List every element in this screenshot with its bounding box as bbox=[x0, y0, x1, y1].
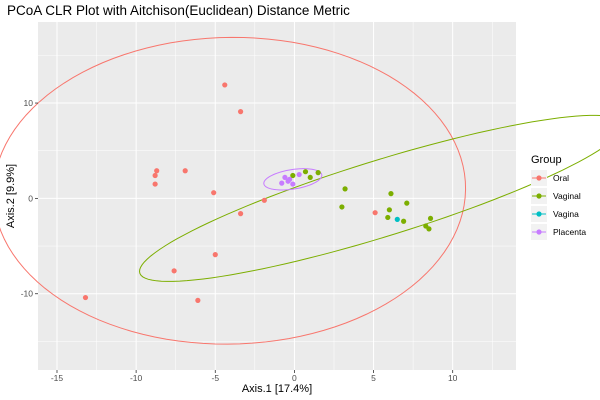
y-axis-title: Axis.2 [9.9%] bbox=[5, 164, 17, 228]
point-oral bbox=[237, 109, 244, 115]
chart-title: PCoA CLR Plot with Aitchison(Euclidean) … bbox=[7, 3, 350, 18]
point-vaginal bbox=[404, 200, 410, 206]
point-vaginal bbox=[307, 174, 313, 181]
point-placenta bbox=[296, 171, 302, 178]
point-vaginal bbox=[386, 207, 392, 213]
point-oral bbox=[152, 172, 158, 179]
legend-label-placenta: Placenta bbox=[553, 227, 586, 237]
point-vaginal bbox=[315, 170, 321, 176]
y-tick-label: 10 bbox=[24, 98, 34, 108]
y-tick-label: -10 bbox=[21, 289, 34, 299]
ellipse-placenta bbox=[263, 168, 323, 191]
major-gridlines bbox=[38, 22, 516, 370]
legend-label-vaginal: Vaginal bbox=[553, 191, 581, 201]
point-oral bbox=[372, 210, 378, 216]
point-oral bbox=[154, 168, 160, 174]
point-oral bbox=[212, 252, 218, 258]
x-tick-label: 5 bbox=[371, 373, 376, 383]
y-tick-label: 0 bbox=[28, 193, 33, 203]
minor-gridlines bbox=[38, 22, 516, 370]
x-tick-label: -5 bbox=[211, 373, 219, 383]
point-vaginal bbox=[427, 215, 434, 222]
ellipse-oral bbox=[0, 36, 467, 345]
legend-label-oral: Oral bbox=[553, 173, 569, 183]
point-vaginal bbox=[401, 218, 407, 224]
legend-label-vagina: Vagina bbox=[553, 209, 579, 219]
y-axis: -10 0 10 bbox=[21, 98, 38, 299]
x-axis: -15 -10 -5 0 5 10 bbox=[51, 370, 458, 383]
legend: Group Oral Vaginal Vagina Placenta bbox=[531, 154, 586, 240]
confidence-ellipses bbox=[0, 36, 600, 345]
legend-key-point bbox=[536, 229, 542, 235]
point-oral bbox=[237, 211, 244, 217]
point-placenta bbox=[279, 180, 285, 186]
legend-title: Group bbox=[531, 154, 562, 166]
point-oral bbox=[82, 294, 89, 301]
legend-key-point bbox=[536, 211, 542, 217]
point-vaginal bbox=[290, 172, 296, 179]
point-vaginal bbox=[342, 186, 348, 192]
x-tick-label: -15 bbox=[51, 373, 64, 383]
point-oral bbox=[261, 197, 267, 203]
x-tick-label: 10 bbox=[448, 373, 458, 383]
x-axis-title: Axis.1 [17.4%] bbox=[242, 383, 312, 395]
point-oral bbox=[195, 297, 201, 303]
point-oral bbox=[182, 168, 188, 174]
data-points bbox=[82, 82, 434, 303]
point-vagina bbox=[394, 216, 400, 222]
point-placenta bbox=[290, 181, 296, 187]
point-oral bbox=[152, 181, 158, 187]
legend-key-point bbox=[536, 193, 542, 199]
point-oral bbox=[211, 190, 217, 196]
point-placenta bbox=[285, 178, 291, 184]
legend-key-point bbox=[536, 175, 542, 181]
ellipse-vaginal bbox=[139, 114, 600, 282]
x-tick-label: 0 bbox=[292, 373, 297, 383]
point-oral bbox=[222, 82, 228, 88]
plot-panel bbox=[38, 22, 516, 370]
point-vaginal bbox=[302, 169, 309, 175]
point-oral bbox=[171, 268, 177, 274]
point-vaginal bbox=[388, 191, 394, 197]
point-vaginal bbox=[385, 214, 391, 221]
point-vaginal bbox=[426, 226, 432, 232]
point-placenta bbox=[282, 174, 288, 181]
x-tick-label: -10 bbox=[130, 373, 143, 383]
point-vaginal bbox=[339, 204, 345, 210]
